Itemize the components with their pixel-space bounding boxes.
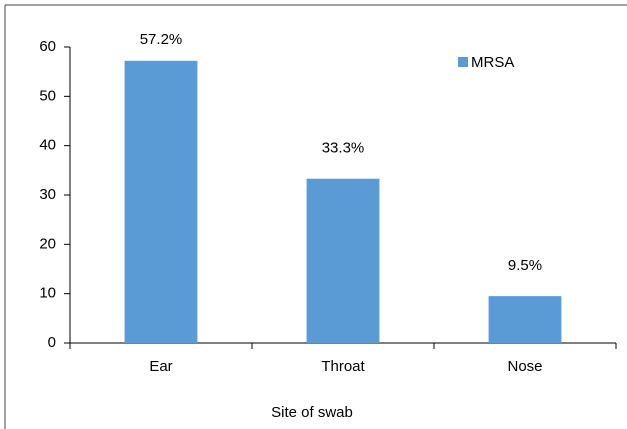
x-axis-label: Site of swab [271, 404, 353, 421]
x-tick-label: Throat [321, 358, 365, 375]
bar [306, 178, 380, 343]
legend-label: MRSA [471, 54, 514, 71]
y-tick-label: 50 [39, 87, 56, 104]
y-tick-label: 0 [48, 334, 56, 351]
y-tick-label: 60 [39, 38, 56, 55]
legend-swatch [458, 57, 468, 67]
y-tick-label: 20 [39, 235, 56, 252]
y-tick-label: 10 [39, 285, 56, 302]
x-tick-label: Nose [507, 358, 542, 375]
bar [488, 296, 562, 343]
data-label: 33.3% [322, 140, 365, 157]
data-label: 9.5% [508, 257, 542, 274]
y-tick-label: 40 [39, 137, 56, 154]
bar [124, 60, 198, 344]
x-tick-label: Ear [149, 358, 172, 375]
y-tick-label: 30 [39, 186, 56, 203]
data-label: 57.2% [140, 31, 183, 48]
